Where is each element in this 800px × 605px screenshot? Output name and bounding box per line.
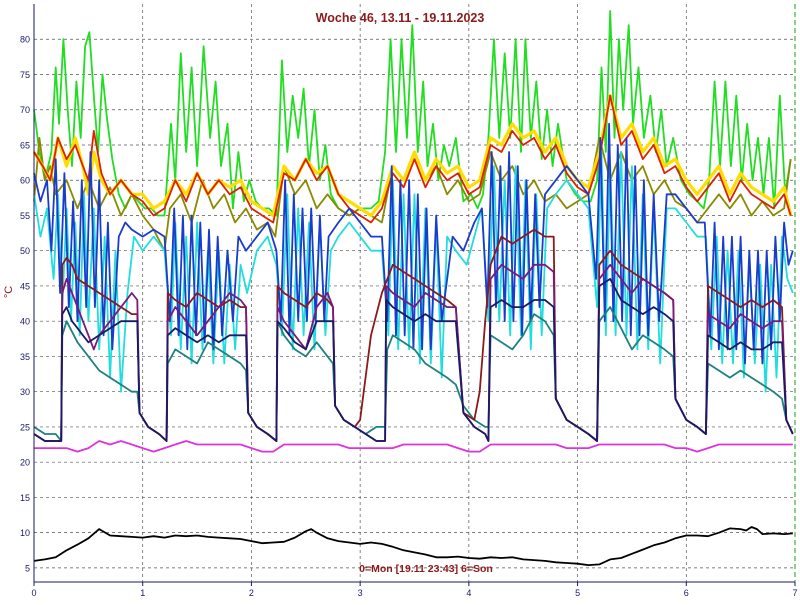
chart-annotation: 0=Mon [19.11 23:43] 6=Son [359, 563, 493, 575]
series-line-10 [33, 277, 794, 442]
y-tick-label: 15 [20, 493, 30, 503]
series-line-12 [33, 526, 793, 566]
x-tick-label: 2 [249, 588, 254, 598]
series-line-4 [33, 94, 792, 224]
y-tick-label: 55 [20, 211, 30, 221]
y-tick-label: 20 [20, 458, 30, 468]
series-line-3 [32, 93, 793, 218]
x-tick-label: 6 [684, 588, 689, 598]
y-tick-label: 25 [20, 422, 30, 432]
y-tick-label: 50 [20, 246, 30, 256]
y-tick-label: 10 [20, 528, 30, 538]
x-tick-label: 3 [358, 588, 363, 598]
y-tick-label: 80 [20, 35, 30, 45]
y-tick-label: 5 [25, 563, 30, 573]
y-tick-label: 40 [20, 317, 30, 327]
y-tick-label: 75 [20, 70, 30, 80]
y-tick-label: 45 [20, 281, 30, 291]
y-axis-label: °C [3, 286, 15, 298]
series-line-11 [34, 440, 793, 453]
x-tick-label: 4 [466, 588, 471, 598]
x-tick-label: 1 [140, 588, 145, 598]
y-tick-label: 65 [20, 140, 30, 150]
series-line-6 [33, 122, 794, 365]
x-tick-label: 7 [792, 588, 797, 598]
chart-title: Woche 46, 13.11 - 19.11.2023 [316, 11, 485, 25]
x-tick-label: 0 [31, 588, 36, 598]
y-tick-label: 70 [20, 105, 30, 115]
y-tick-label: 60 [20, 176, 30, 186]
series-lines [32, 10, 794, 566]
series-line-1 [33, 10, 792, 217]
y-tick-label: 30 [20, 387, 30, 397]
y-tick-label: 35 [20, 352, 30, 362]
x-tick-label: 5 [575, 588, 580, 598]
